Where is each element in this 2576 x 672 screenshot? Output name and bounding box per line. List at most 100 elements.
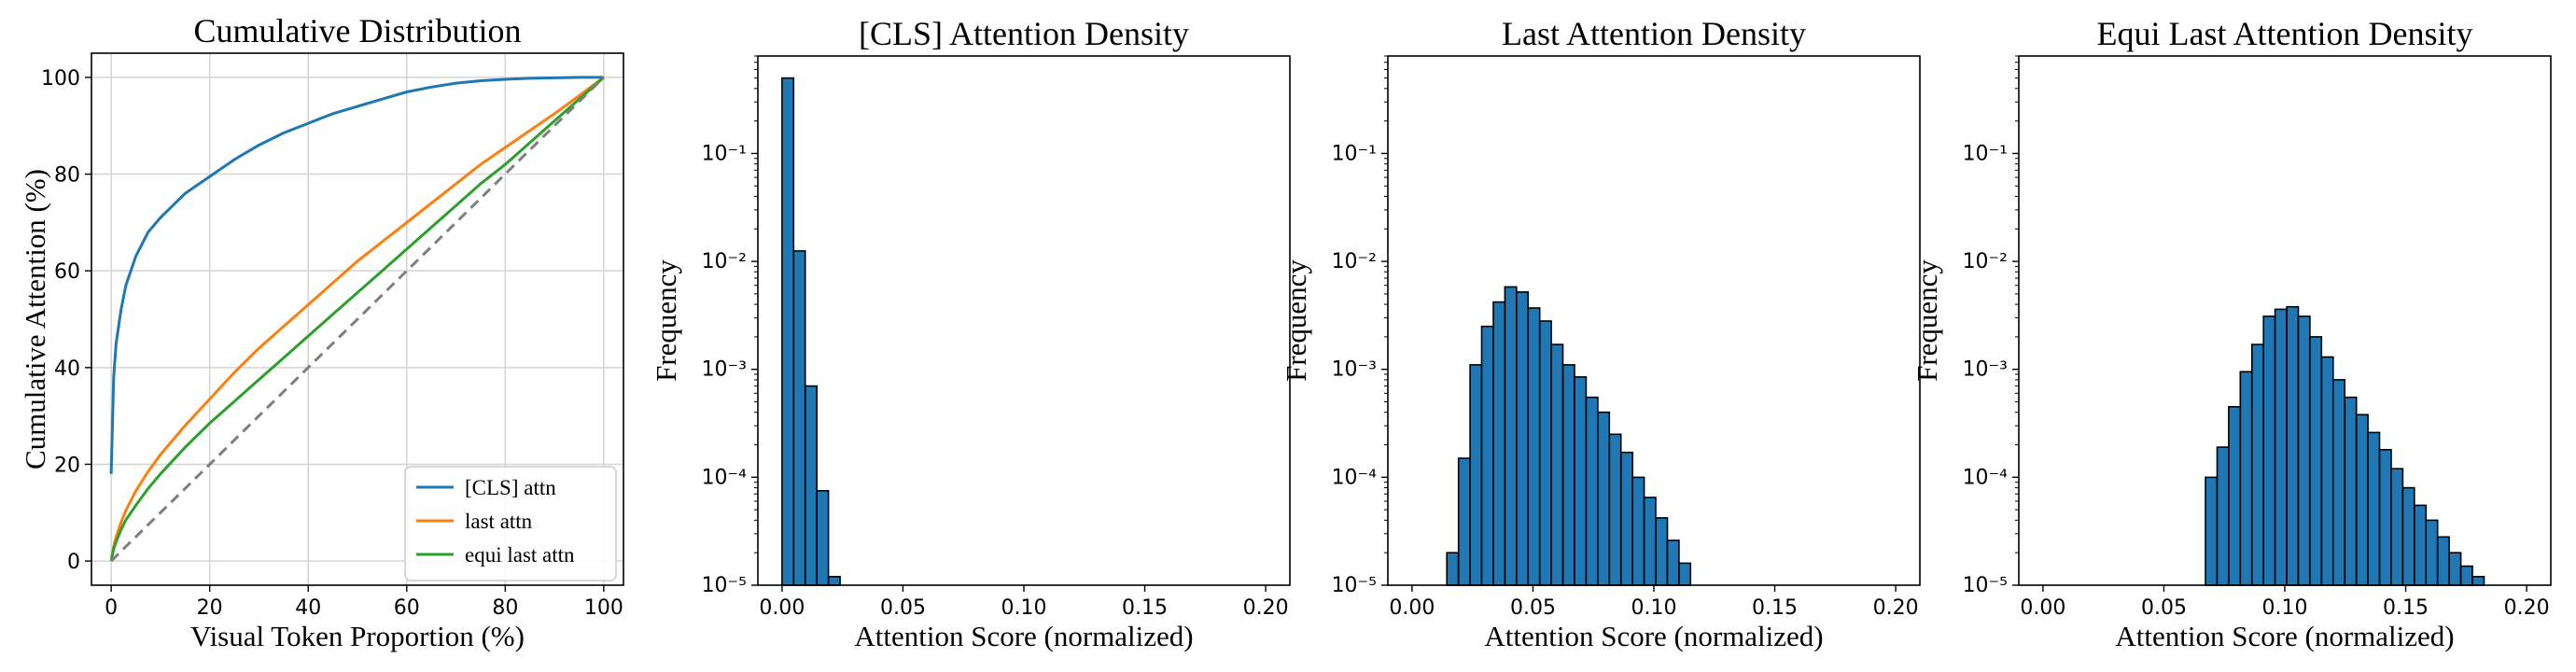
histogram-bar [2448, 552, 2462, 586]
y-tick-label: 10⁻⁴ [1963, 466, 2009, 489]
histogram-bar [827, 575, 841, 586]
y-tick-label: 10⁻² [702, 250, 747, 273]
histogram-bar [1561, 364, 1575, 586]
chart-title: Equi Last Attention Density [2097, 15, 2473, 52]
y-tick-label: 100 [41, 67, 80, 91]
histogram-bar [1608, 433, 1622, 586]
x-tick-label: 0.20 [1873, 596, 1919, 620]
histogram-bar [2378, 448, 2392, 586]
y-tick-label: 10⁻⁴ [702, 466, 748, 489]
histogram-bar [2309, 336, 2323, 586]
legend-box [404, 466, 617, 581]
histogram-bar [1504, 286, 1518, 586]
histogram-bar [1666, 539, 1680, 586]
histogram-bar [781, 77, 795, 586]
y-tick-label: 10⁻⁵ [1332, 574, 1377, 597]
histogram-bar [1574, 376, 1588, 586]
histogram-bar [2401, 486, 2415, 586]
y-tick-label: 10⁻⁴ [1332, 466, 1378, 489]
x-tick-label: 60 [394, 596, 420, 620]
histogram-bar [1643, 497, 1657, 586]
histogram-bar [2262, 315, 2276, 586]
histogram-bar [1550, 343, 1564, 586]
x-tick-label: 0.00 [1389, 596, 1435, 620]
histogram-bar [1538, 320, 1552, 586]
histogram-bar [2425, 519, 2439, 586]
x-tick-label: 0.05 [880, 596, 926, 620]
x-tick-label: 40 [295, 596, 321, 620]
legend: [CLS] attn last attn equi last attn [404, 466, 617, 581]
histogram-bar [1655, 517, 1669, 586]
histogram-bar [1597, 411, 1611, 586]
x-tick-label: 0.00 [2020, 596, 2065, 620]
y-tick-label: 10⁻³ [1332, 358, 1377, 382]
y-tick-label: 10⁻² [1963, 250, 2008, 273]
histogram-bar [1620, 451, 1634, 586]
x-tick-label: 0.20 [1243, 596, 1289, 620]
axes-frame [91, 52, 624, 586]
histogram-bar [2344, 396, 2358, 586]
y-tick-label: 10⁻² [1332, 250, 1377, 273]
histogram-bar [2251, 343, 2265, 586]
y-axis-label: Frequency [1911, 259, 1943, 382]
histogram-bar [1480, 325, 1494, 586]
histogram-bar [2459, 565, 2473, 586]
histogram-bar [2297, 315, 2311, 586]
histogram-bar [2205, 476, 2219, 586]
x-tick-label: 0.10 [2262, 596, 2308, 620]
x-axis-label: Attention Score (normalized) [1484, 620, 1823, 652]
histogram-bar [2367, 431, 2381, 586]
x-tick-label: 100 [584, 596, 623, 620]
x-axis-label: Visual Token Proportion (%) [190, 620, 525, 652]
x-tick-label: 0.15 [1752, 596, 1798, 620]
histogram-bar [1516, 291, 1530, 586]
histogram-bar [1469, 364, 1483, 586]
y-tick-label: 80 [54, 164, 80, 188]
y-axis-label: Frequency [650, 259, 682, 382]
y-tick-label: 40 [54, 357, 80, 381]
histogram-bar [2471, 575, 2485, 586]
y-tick-label: 10⁻⁵ [702, 574, 747, 597]
y-axis-label: Frequency [1280, 259, 1312, 382]
chart-title: [CLS] Attention Density [859, 15, 1189, 52]
series-line-2 [109, 76, 605, 562]
histogram-bar [2414, 504, 2428, 586]
histogram-bar [2332, 379, 2346, 586]
x-tick-label: 0 [105, 596, 118, 620]
histogram-bar [1446, 552, 1460, 586]
series-line-1 [109, 76, 605, 562]
y-tick-label: 10⁻¹ [1963, 142, 2008, 165]
histogram-panel-3: 0.00 0.05 0.10 0.15 0.20 10⁻⁵ 10⁻⁴ 10⁻³ 10⁻² 10⁻¹… [1911, 15, 2552, 652]
y-tick-label: 10⁻¹ [1332, 142, 1377, 165]
x-tick-label: 0.10 [1001, 596, 1047, 620]
histogram-bar [816, 489, 830, 586]
y-tick-label: 60 [54, 260, 80, 284]
x-tick-label: 0.00 [759, 596, 805, 620]
histogram-bar [1527, 307, 1541, 586]
histogram-bar [2355, 413, 2369, 586]
x-tick-label: 20 [197, 596, 223, 620]
histogram-bar [792, 250, 806, 586]
y-tick-label: 10⁻¹ [702, 142, 747, 165]
cumulative-panel: 0 20 40 60 80 100 0 20 40 60 80 100 Cumulative Distr… [19, 12, 624, 652]
chart-title: Cumulative Distribution [194, 12, 522, 49]
histogram-panel-2: 0.00 0.05 0.10 0.15 0.20 10⁻⁵ 10⁻⁴ 10⁻³ 10⁻² 10⁻¹… [1280, 15, 1921, 652]
histogram-bar [2286, 305, 2300, 586]
histogram-bar [2436, 536, 2450, 586]
y-tick-label: 0 [67, 551, 80, 574]
axes-frame [757, 55, 1291, 586]
x-axis-label: Attention Score (normalized) [854, 620, 1193, 652]
histogram-bar [2320, 356, 2334, 586]
histogram-bar [1457, 457, 1471, 586]
y-tick-label: 10⁻³ [1963, 358, 2008, 382]
x-tick-label: 0.15 [1122, 596, 1168, 620]
legend-label: last attn [465, 510, 533, 533]
histogram-bar [2216, 446, 2230, 586]
x-tick-label: 0.10 [1631, 596, 1677, 620]
x-tick-label: 0.20 [2504, 596, 2550, 620]
reference-diagonal-line [110, 76, 605, 563]
y-tick-label: 20 [54, 454, 80, 477]
y-axis-label: Cumulative Attention (%) [19, 169, 51, 469]
histogram-bar [2390, 468, 2404, 586]
